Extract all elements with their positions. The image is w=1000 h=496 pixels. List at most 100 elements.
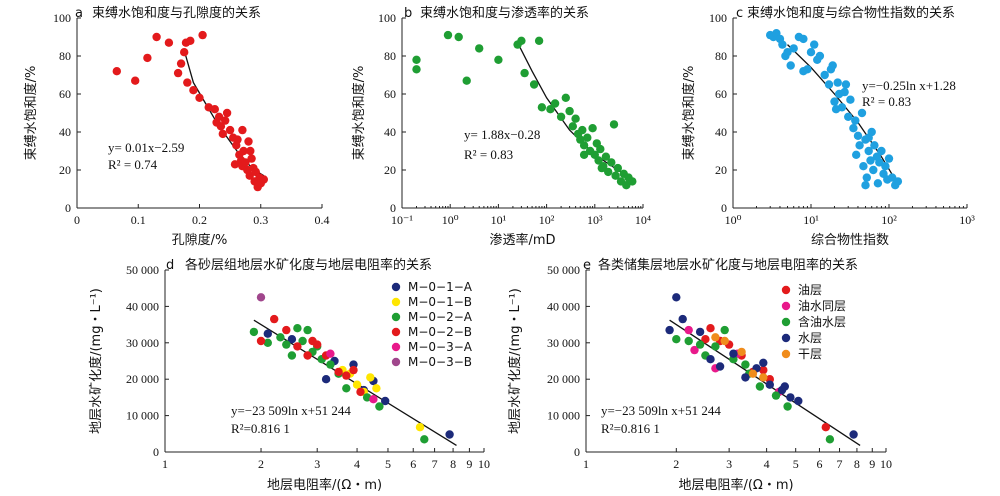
data-point [786, 61, 795, 70]
data-point [420, 435, 429, 444]
data-point [579, 141, 589, 150]
panel-a: 0 0.1 0.2 0.3 0.4 0 20 40 60 80 100 孔隙度/% 束缚水饱和度/% a 束… [23, 5, 330, 248]
y-axis-label: 束缚水饱和度/% [681, 66, 697, 161]
legend-marker [781, 333, 791, 343]
data-point [684, 336, 693, 346]
data-point [741, 373, 750, 382]
x-tick-label: 10¹ [491, 213, 507, 227]
data-point [853, 131, 863, 140]
data-point [520, 68, 529, 78]
data-point [893, 177, 903, 186]
data-point [143, 53, 152, 63]
data-point [372, 384, 381, 393]
x-tick-label: 2 [258, 457, 264, 471]
legend-label: M−0−3−A [408, 340, 473, 354]
regression-equation: y=−0.25ln x+1.28 [862, 78, 956, 93]
data-point [238, 125, 247, 135]
y-tick-label: 0 [390, 201, 396, 215]
data-point [870, 141, 879, 150]
x-tick-label: 5 [793, 457, 799, 471]
x-tick-label: 0.1 [131, 213, 146, 227]
data-point [239, 146, 248, 156]
data-point [183, 78, 192, 87]
data-point [303, 325, 312, 335]
r-squared-label: R² = 0.83 [464, 147, 513, 162]
data-point [556, 112, 566, 122]
panel-letter: e [583, 258, 591, 273]
data-point [857, 108, 867, 118]
data-point [601, 152, 611, 161]
data-point [604, 167, 613, 177]
data-point [830, 97, 839, 106]
data-point [837, 103, 847, 112]
data-point [381, 396, 390, 406]
data-point [855, 141, 864, 150]
x-tick-label: 10¹ [803, 213, 819, 227]
x-axis-label: 地层电阻率/(Ω・m) [267, 477, 382, 493]
data-point [256, 293, 266, 302]
y-tick-label: 40 000 [547, 299, 580, 313]
data-point [412, 65, 421, 74]
data-point [303, 351, 312, 360]
data-point [622, 181, 631, 190]
x-tick-label: 10² [539, 213, 555, 227]
data-point [759, 358, 768, 367]
y-tick-label: 0 [65, 201, 71, 215]
data-point [259, 175, 268, 184]
y-tick-label: 30 000 [126, 336, 159, 350]
data-point [611, 171, 620, 180]
data-point [864, 146, 873, 156]
data-point [771, 391, 781, 400]
data-point [609, 120, 619, 129]
chart-title: 束缚水饱和度与孔隙度的关系 [92, 5, 261, 21]
regression-equation: y=−23 509ln x+51 244 [601, 403, 721, 418]
regression-equation: y= 1.88x−0.28 [464, 127, 540, 142]
data-point [884, 154, 894, 163]
x-tick-label: 10⁴ [635, 213, 651, 227]
data-point [715, 362, 725, 371]
data-point [412, 55, 421, 64]
data-point [214, 112, 224, 122]
x-tick-label: 7 [432, 457, 438, 471]
legend-label: M−0−2−B [408, 325, 472, 339]
data-point [152, 32, 161, 42]
panel-letter: a [75, 6, 83, 21]
data-point [233, 135, 242, 144]
data-point [833, 78, 842, 87]
data-point [349, 365, 358, 375]
y-tick-label: 10 000 [126, 409, 159, 423]
data-point [690, 345, 699, 355]
data-point [810, 40, 819, 49]
data-point [588, 124, 597, 133]
x-tick-label: 3 [314, 457, 320, 471]
data-point [695, 327, 705, 337]
x-tick-label: 10⁰ [725, 213, 742, 227]
data-point [534, 36, 544, 45]
y-axis-label: 束缚水饱和度/% [351, 66, 367, 161]
data-point [565, 106, 574, 116]
data-point [321, 375, 331, 384]
y-axis-label: 地层水矿化度/(mg・L⁻¹) [507, 288, 523, 434]
data-point [415, 423, 425, 432]
data-point [270, 314, 279, 324]
x-tick-label: 10³ [959, 213, 975, 227]
data-point [737, 347, 746, 357]
data-point [263, 338, 272, 347]
data-point [866, 156, 875, 165]
data-point [342, 371, 351, 380]
data-point [824, 80, 834, 89]
data-point [247, 154, 256, 163]
y-tick-label: 80 [715, 49, 727, 63]
legend-label: M−0−1−A [408, 280, 473, 294]
data-point [198, 30, 207, 40]
data-point [189, 86, 198, 95]
y-tick-label: 10 000 [547, 409, 580, 423]
panel-letter: c [736, 6, 743, 21]
y-tick-label: 80 [59, 49, 71, 63]
x-tick-label: 2 [673, 457, 679, 471]
x-tick-label: 4 [764, 457, 770, 471]
x-tick-label: 8 [854, 457, 860, 471]
data-point [877, 146, 886, 156]
x-tick-label: 8 [450, 457, 456, 471]
